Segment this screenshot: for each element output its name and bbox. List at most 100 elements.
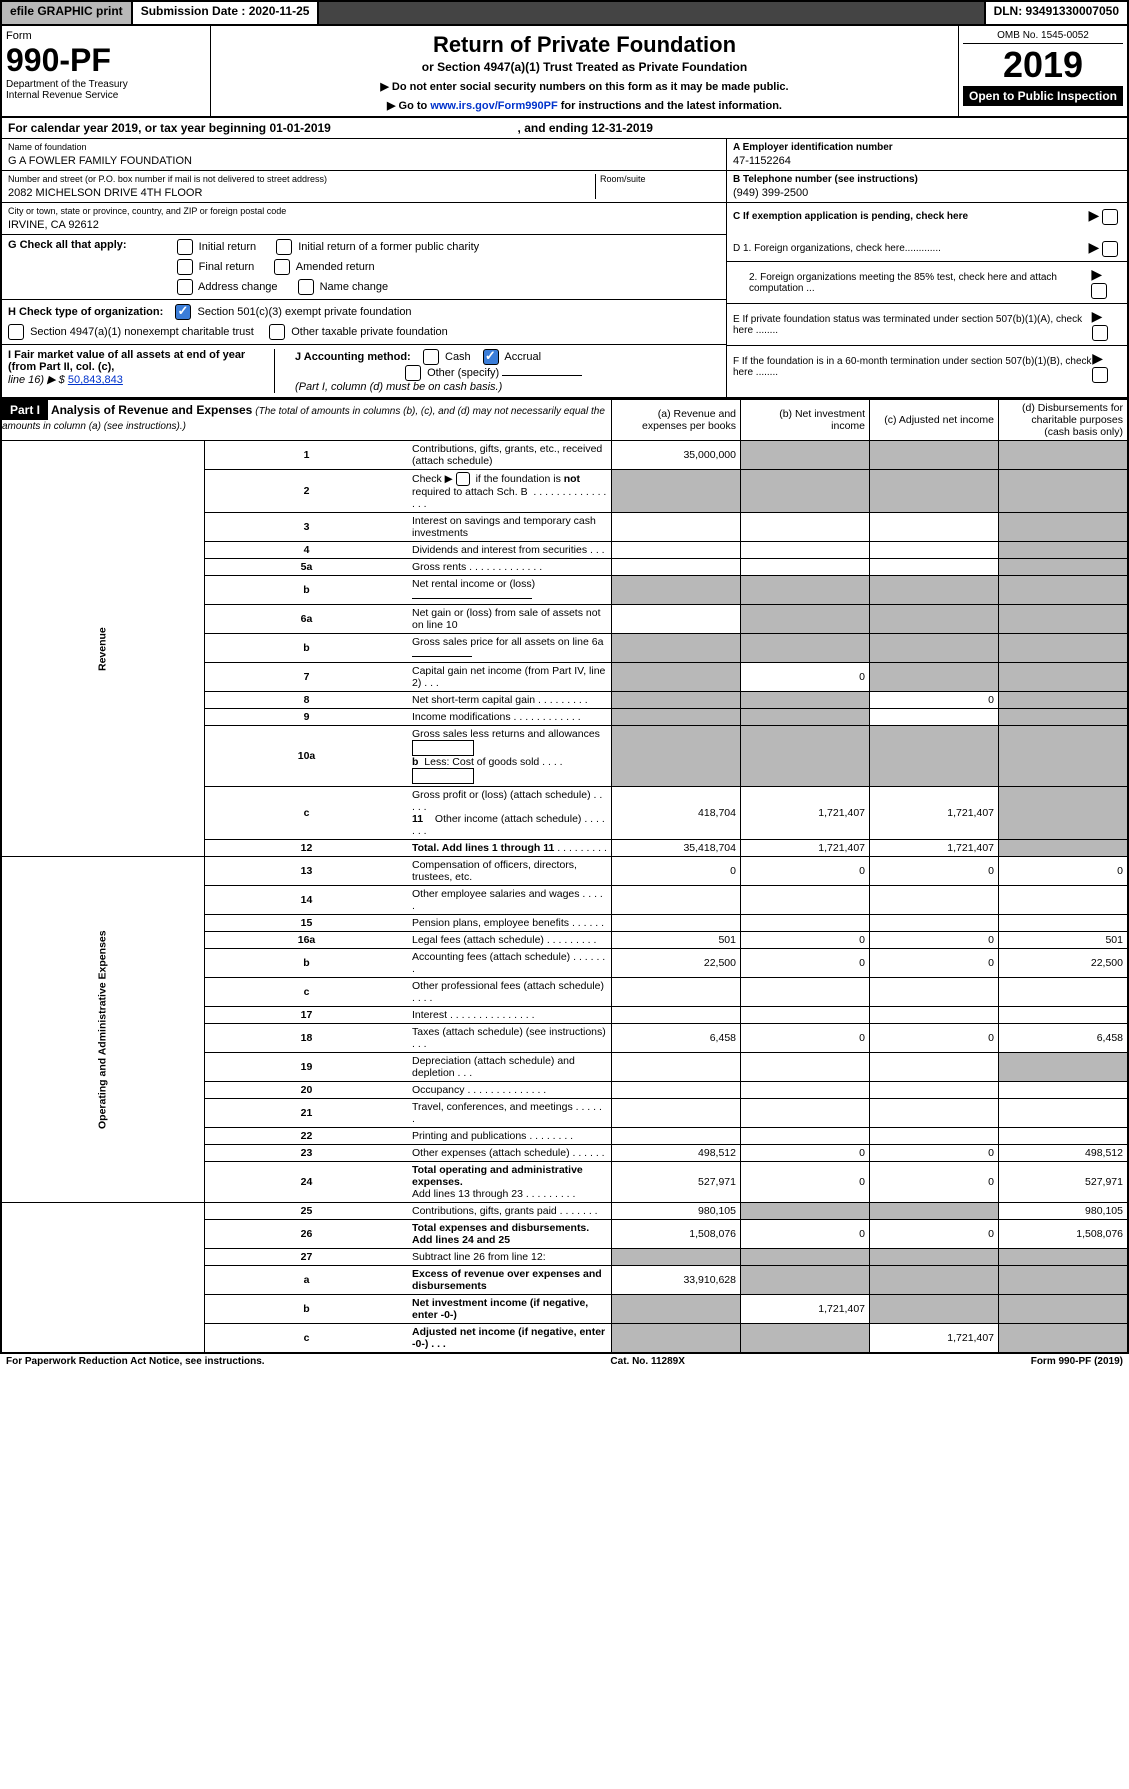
cell-b: [741, 886, 870, 915]
cell-d: 501: [999, 932, 1129, 949]
street-cell: Number and street (or P.O. box number if…: [2, 171, 726, 203]
line-num: 17: [205, 1007, 409, 1024]
desc-text: Depreciation (attach schedule) and deple…: [412, 1055, 575, 1079]
cell-b: 1,721,407: [741, 1295, 870, 1324]
cell-b: 0: [741, 949, 870, 978]
cell-b: [741, 1203, 870, 1220]
desc-text: Other employee salaries and wages: [412, 888, 580, 900]
dept-treasury: Department of the Treasury: [6, 79, 206, 90]
pointer-icon: ▶: [1092, 350, 1103, 366]
footer-right: Form 990-PF (2019): [1031, 1356, 1123, 1367]
g-final: Final return: [199, 261, 255, 273]
cell-a: 0: [612, 857, 741, 886]
cell-a: [612, 1053, 741, 1082]
cell-c: [870, 709, 999, 726]
cell-a: 501: [612, 932, 741, 949]
line-desc: Total. Add lines 1 through 11 . . . . . …: [408, 840, 612, 857]
i-value[interactable]: 50,843,843: [68, 374, 123, 386]
h-opt2: Section 4947(a)(1) nonexempt charitable …: [30, 326, 254, 338]
line-num: 10a: [205, 726, 409, 787]
cell-b: 1,721,407: [741, 787, 870, 840]
cal-mid: , and ending: [518, 121, 592, 135]
header-center: Return of Private Foundation or Section …: [211, 26, 959, 116]
cell-d: 527,971: [999, 1162, 1129, 1203]
phone-cell: B Telephone number (see instructions) (9…: [727, 171, 1127, 203]
h-opt3: Other taxable private foundation: [291, 326, 448, 338]
cb-initial[interactable]: [177, 239, 193, 255]
desc-text: Interest: [412, 1009, 447, 1021]
cb-d2[interactable]: [1091, 283, 1107, 299]
tax-year: 2019: [963, 44, 1123, 86]
cell-c: [870, 726, 999, 787]
cell-c: 0: [870, 949, 999, 978]
cell-a: [612, 634, 741, 663]
j-label: J Accounting method:: [295, 351, 411, 363]
cb-e[interactable]: [1092, 325, 1108, 341]
cell-c: [870, 1099, 999, 1128]
street-value: 2082 MICHELSON DRIVE 4TH FLOOR: [8, 187, 595, 199]
cb-f[interactable]: [1092, 367, 1108, 383]
cb-accrual[interactable]: [483, 349, 499, 365]
sub-num: b: [412, 756, 418, 768]
cell-c: [870, 441, 999, 470]
cell-c: 1,721,407: [870, 1324, 999, 1354]
desc-text: Legal fees (attach schedule): [412, 934, 544, 946]
line-desc: Total expenses and disbursements. Add li…: [408, 1220, 612, 1249]
c-checkbox[interactable]: [1102, 209, 1118, 225]
part1-title: Analysis of Revenue and Expenses: [51, 403, 252, 417]
line-desc: Legal fees (attach schedule) . . . . . .…: [408, 932, 612, 949]
cb-501c3[interactable]: [175, 304, 191, 320]
cell-b: 0: [741, 1145, 870, 1162]
cell-c: [870, 1053, 999, 1082]
cb-address[interactable]: [177, 279, 193, 295]
table-row: Revenue 1 Contributions, gifts, grants, …: [1, 441, 1128, 470]
cb-cash[interactable]: [423, 349, 439, 365]
line-num: 20: [205, 1082, 409, 1099]
line-desc: Accounting fees (attach schedule) . . . …: [408, 949, 612, 978]
pointer-icon: ▶: [1088, 239, 1099, 255]
cb-4947[interactable]: [8, 324, 24, 340]
cb-final[interactable]: [177, 259, 193, 275]
cell-d: [999, 470, 1129, 513]
table-row: 25 Contributions, gifts, grants paid . .…: [1, 1203, 1128, 1220]
line-desc: Subtract line 26 from line 12:: [408, 1249, 612, 1266]
cell-a: 22,500: [612, 949, 741, 978]
line-num: 23: [205, 1145, 409, 1162]
cb-other-tax[interactable]: [269, 324, 285, 340]
i-label: I Fair market value of all assets at end…: [8, 349, 245, 373]
f-row: F If the foundation is in a 60-month ter…: [727, 346, 1127, 387]
line-num: c: [205, 978, 409, 1007]
j-cash: Cash: [445, 351, 471, 363]
cell-d: [999, 915, 1129, 932]
line-num: 6a: [205, 605, 409, 634]
cb-other[interactable]: [405, 365, 421, 381]
h-opt1: Section 501(c)(3) exempt private foundat…: [198, 306, 412, 318]
cb-amended[interactable]: [274, 259, 290, 275]
cell-d: [999, 840, 1129, 857]
desc-text: Total operating and administrative expen…: [412, 1164, 583, 1188]
cell-d: 1,508,076: [999, 1220, 1129, 1249]
street-label: Number and street (or P.O. box number if…: [8, 174, 327, 184]
irs-label: Internal Revenue Service: [6, 90, 206, 101]
line-num: 26: [205, 1220, 409, 1249]
g-address: Address change: [198, 281, 278, 293]
open-public-badge: Open to Public Inspection: [963, 86, 1123, 106]
cb-schb[interactable]: [456, 472, 470, 486]
cb-name[interactable]: [298, 279, 314, 295]
foundation-name: G A FOWLER FAMILY FOUNDATION: [8, 155, 720, 167]
cell-b: [741, 1128, 870, 1145]
header-right: OMB No. 1545-0052 2019 Open to Public In…: [959, 26, 1127, 116]
irs-link[interactable]: www.irs.gov/Form990PF: [430, 100, 557, 112]
desc-text: Net short-term capital gain: [412, 694, 535, 706]
cell-b: [741, 1324, 870, 1354]
g-label: G Check all that apply:: [8, 239, 127, 251]
cell-c: [870, 1266, 999, 1295]
col-a-header: (a) Revenue and expenses per books: [612, 400, 741, 441]
efile-print-button[interactable]: efile GRAPHIC print: [2, 2, 133, 24]
cb-initial-former[interactable]: [276, 239, 292, 255]
line-num: 2: [205, 470, 409, 513]
g-section-wrapper: G Check all that apply: Initial return I…: [0, 235, 1129, 399]
pointer-icon: ▶: [1091, 266, 1102, 282]
cb-d1[interactable]: [1102, 241, 1118, 257]
cell-b: [741, 470, 870, 513]
